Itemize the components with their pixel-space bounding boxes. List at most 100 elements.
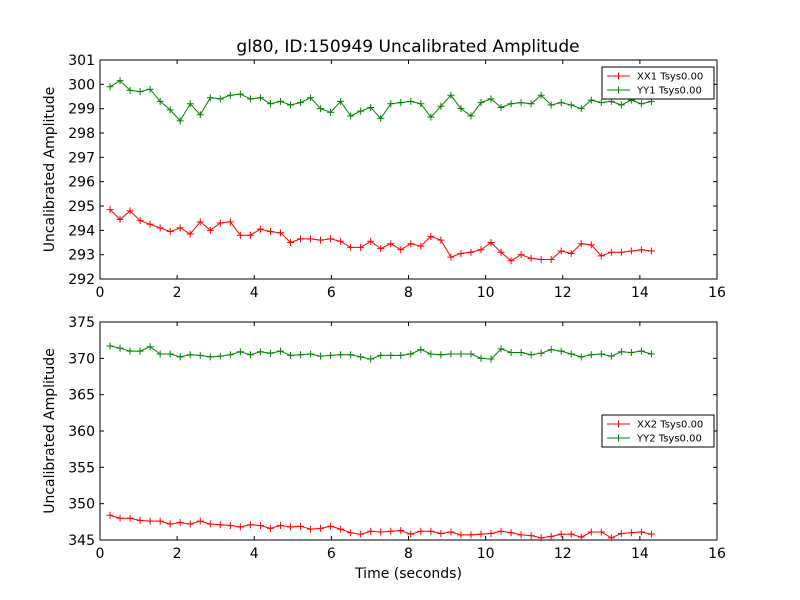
series-xx2 <box>106 511 655 542</box>
legend-label: XX1 Tsys0.00 <box>637 72 703 83</box>
series-xx1 <box>106 206 655 265</box>
data-point <box>497 345 505 353</box>
data-point <box>507 349 515 357</box>
data-point <box>457 350 465 358</box>
data-point <box>417 527 425 535</box>
data-point <box>256 225 264 233</box>
data-point <box>216 352 224 360</box>
data-point <box>497 248 505 256</box>
data-point <box>597 252 605 260</box>
data-point <box>156 97 164 105</box>
data-point <box>186 351 194 359</box>
data-point <box>146 220 154 228</box>
data-point <box>617 101 625 109</box>
data-point <box>136 88 144 96</box>
data-point <box>527 100 535 108</box>
y-tick-label: 370 <box>68 351 95 367</box>
data-point <box>297 522 305 530</box>
data-point <box>397 246 405 254</box>
x-tick-label: 8 <box>404 546 413 562</box>
data-point <box>236 348 244 356</box>
x-tick-label: 4 <box>250 546 259 562</box>
data-point <box>266 228 274 236</box>
data-point <box>647 247 655 255</box>
data-point <box>357 353 365 361</box>
data-point <box>106 83 114 91</box>
chart-panel-2: 0 2 4 6 8 10 12 14 16 345 350 355 360 365 370 375 Uncali… <box>42 315 726 582</box>
data-point <box>116 77 124 85</box>
data-point <box>327 235 335 243</box>
data-point <box>597 350 605 358</box>
data-point <box>467 248 475 256</box>
data-point <box>577 533 585 541</box>
data-point <box>387 351 395 359</box>
data-point <box>477 354 485 362</box>
data-point <box>517 99 525 107</box>
data-point <box>317 352 325 360</box>
data-point <box>317 524 325 532</box>
x-tick-label: 4 <box>250 285 259 301</box>
data-point <box>547 256 555 264</box>
data-point <box>307 350 315 358</box>
data-point <box>206 226 214 234</box>
data-point <box>637 246 645 254</box>
data-point <box>577 240 585 248</box>
data-point <box>176 353 184 361</box>
data-point <box>477 99 485 107</box>
plots-container: 0 2 4 6 8 10 12 14 16 292 293 294 295 296 297 298 299 300… <box>42 53 726 582</box>
data-point <box>166 350 174 358</box>
data-point <box>417 346 425 354</box>
data-point <box>577 105 585 113</box>
y-tick-label: 297 <box>68 150 95 166</box>
data-point <box>557 247 565 255</box>
data-point <box>597 528 605 536</box>
data-point <box>146 517 154 525</box>
data-point <box>206 94 214 102</box>
data-point <box>236 523 244 531</box>
x-tick-label: 12 <box>554 546 572 562</box>
data-point <box>377 351 385 359</box>
data-point <box>246 95 254 103</box>
data-point <box>126 514 134 522</box>
data-point <box>146 85 154 93</box>
data-point <box>246 231 254 239</box>
data-point <box>537 534 545 542</box>
data-point <box>156 517 164 525</box>
data-point <box>537 91 545 99</box>
y-tick-label: 360 <box>68 424 95 440</box>
data-point <box>327 522 335 530</box>
data-point <box>387 240 395 248</box>
data-point <box>467 531 475 539</box>
data-point <box>437 236 445 244</box>
data-point <box>136 217 144 225</box>
data-point <box>347 351 355 359</box>
data-point <box>397 527 405 535</box>
y-axis-label: Uncalibrated Amplitude <box>42 87 58 253</box>
data-point <box>327 351 335 359</box>
data-point <box>587 351 595 359</box>
data-point <box>397 351 405 359</box>
data-point <box>126 207 134 215</box>
data-point <box>307 235 315 243</box>
data-point <box>367 355 375 363</box>
data-point <box>106 206 114 214</box>
data-point <box>427 527 435 535</box>
data-point <box>286 351 294 359</box>
data-point <box>557 347 565 355</box>
legend-label: YY2 Tsys0.00 <box>636 434 702 445</box>
data-point <box>367 237 375 245</box>
x-tick-label: 10 <box>477 546 495 562</box>
chart-panel-1: 0 2 4 6 8 10 12 14 16 292 293 294 295 296 297 298 299 300… <box>42 53 726 301</box>
data-point <box>106 342 114 350</box>
y-tick-label: 298 <box>68 126 95 142</box>
y-tick-label: 299 <box>68 102 95 118</box>
data-point <box>627 247 635 255</box>
x-tick-label: 2 <box>173 285 182 301</box>
data-point <box>637 528 645 536</box>
y-tick-label: 300 <box>68 77 95 93</box>
data-point <box>176 519 184 527</box>
data-point <box>116 514 124 522</box>
legend-marker <box>615 86 622 94</box>
data-point <box>377 114 385 122</box>
